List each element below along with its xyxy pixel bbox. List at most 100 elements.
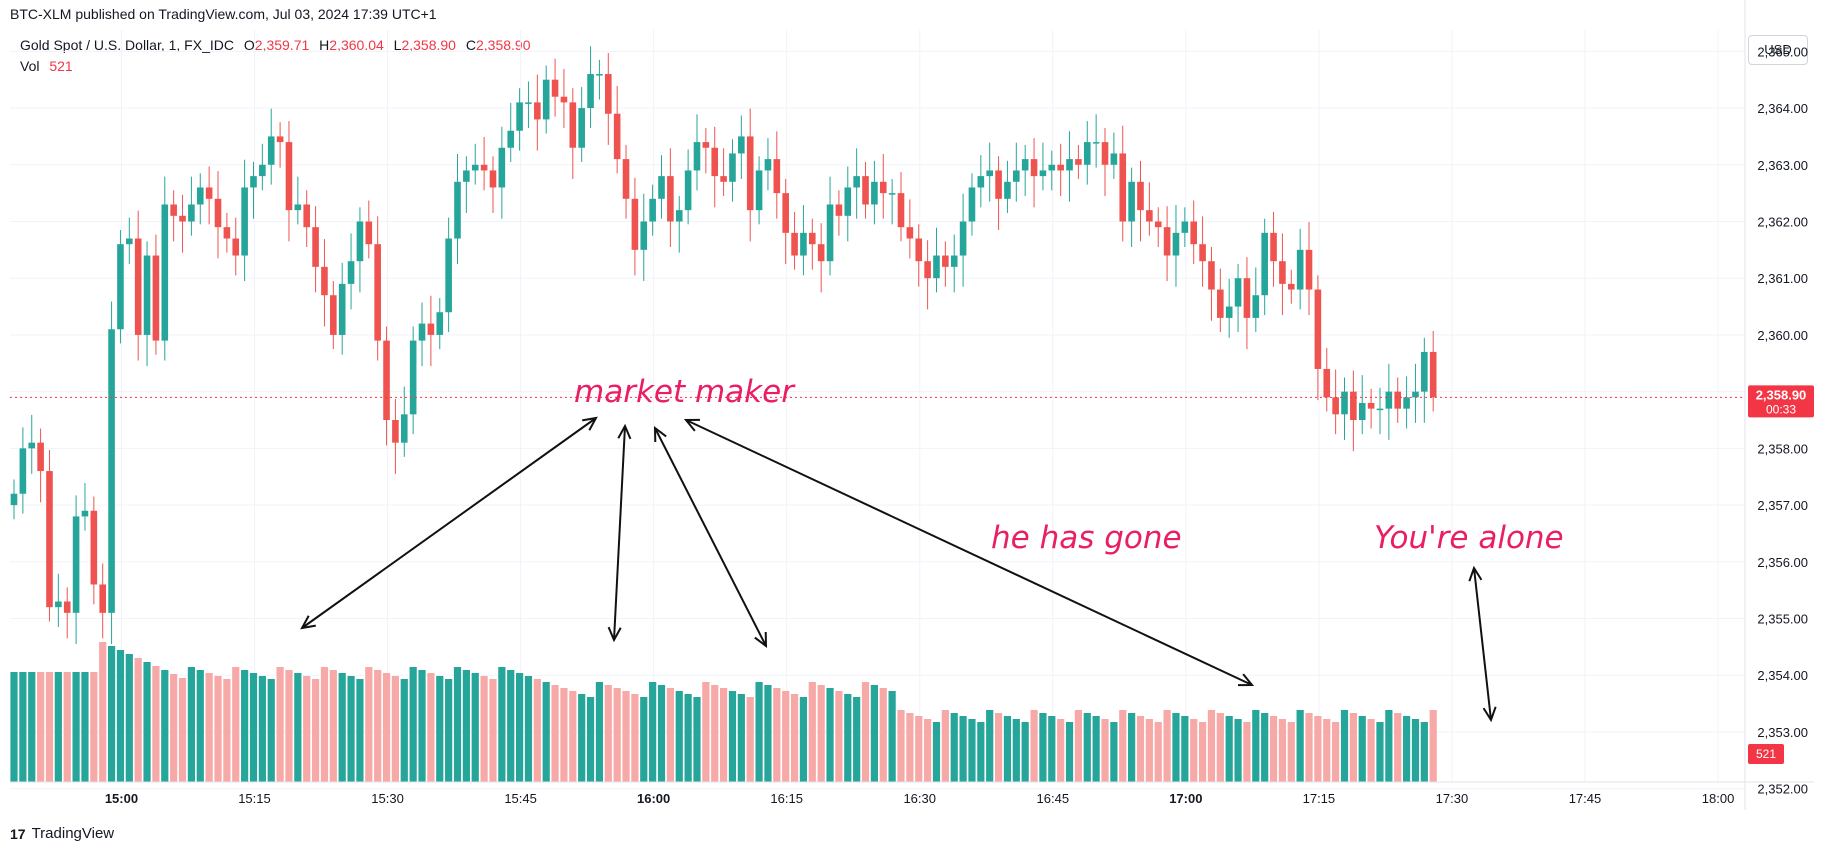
volume-bar (81, 672, 89, 782)
candle-body (968, 187, 976, 222)
volume-bar (932, 722, 941, 782)
volume-bar (152, 666, 160, 782)
volume-bar (1207, 710, 1216, 782)
time-tick-label: 16:45 (1037, 791, 1070, 806)
volume-bar (1252, 710, 1260, 782)
volume-bar (391, 676, 400, 782)
arrow-mm-right-head (653, 425, 667, 443)
candle-body (1234, 278, 1242, 307)
price-tick-label: 2,362.00 (1757, 214, 1808, 229)
volume-bar (400, 679, 408, 782)
candle-body (170, 204, 177, 216)
volume-bar (19, 672, 27, 782)
volume-bar (1119, 710, 1127, 782)
volume-bar (267, 679, 275, 782)
time-tick-label: 18:00 (1702, 791, 1735, 806)
candle-body (19, 448, 27, 494)
volume-bar (764, 685, 772, 782)
candle-body (1208, 261, 1215, 290)
arrow-mm-left-head (582, 416, 598, 431)
volume-bar (1323, 719, 1331, 782)
candle-body (480, 164, 488, 171)
candle-body (1429, 351, 1437, 398)
candle-body (28, 442, 36, 449)
candle-body (897, 193, 905, 228)
volume-bar (1057, 719, 1065, 782)
price-tick-label: 2,357.00 (1757, 498, 1808, 513)
volume-bar (817, 685, 825, 782)
volume-bar (755, 682, 763, 782)
volume-bar (338, 673, 346, 782)
high-label: H (319, 37, 330, 53)
volume-bar (90, 672, 98, 782)
candle-body (259, 164, 266, 177)
volume-bar (551, 685, 559, 782)
symbol-name[interactable]: Gold Spot / U.S. Dollar, 1, FX_IDC (20, 37, 234, 53)
time-axis: 15:00 15:15 15:30 15:45 16:00 16:15 16:30 16:45… (105, 791, 1734, 806)
tradingview-footer[interactable]: 17 TradingView (10, 825, 114, 842)
volume-bar (1012, 719, 1020, 782)
candle-body (1163, 227, 1171, 256)
candle-body (427, 323, 435, 335)
volume-bar (294, 673, 302, 782)
candle-body (267, 136, 275, 165)
candle-body (871, 181, 878, 205)
currency-button[interactable]: USD (1748, 35, 1808, 65)
volume-bar (28, 672, 36, 782)
volume-bar (657, 685, 666, 782)
volume-bar (835, 691, 843, 782)
candle-body (81, 510, 89, 517)
volume-bar (773, 688, 781, 782)
candle-body (773, 159, 781, 194)
candle-body (489, 170, 497, 188)
candle-body (924, 261, 931, 279)
volume-bar (10, 672, 18, 782)
volume-bar (1305, 713, 1313, 782)
volume-bar (1376, 722, 1384, 782)
volume-bar (853, 697, 861, 782)
volume-bar (666, 688, 674, 782)
volume-bar (711, 685, 719, 782)
candle-body (241, 187, 248, 256)
volume-bar (1367, 719, 1375, 782)
candle-body (374, 244, 381, 341)
time-tick-label: 17:00 (1169, 791, 1202, 806)
candle-body (285, 142, 293, 211)
volume-bar (99, 642, 107, 782)
candle-body (862, 176, 869, 205)
publisher-line: BTC-XLM published on TradingView.com, Ju… (10, 6, 437, 22)
candle-body (613, 113, 621, 160)
candle-body (835, 204, 843, 216)
candle-body (1199, 244, 1206, 262)
candle-body (525, 102, 532, 104)
candle-body (134, 238, 142, 335)
volume-bars (10, 642, 1437, 782)
volume-bar (258, 676, 266, 782)
volume-bar (950, 713, 958, 782)
volume-bar (365, 667, 373, 782)
price-tick-label: 2,354.00 (1757, 668, 1808, 683)
volume-bar (1394, 713, 1402, 782)
candle-body (338, 283, 346, 335)
candle-body (108, 329, 115, 613)
arrow-alone (1473, 567, 1492, 721)
time-tick-label: 17:45 (1569, 791, 1602, 806)
volume-label[interactable]: Vol (20, 58, 40, 74)
volume-bar (941, 710, 949, 782)
candle-body (1225, 306, 1233, 318)
candle-body (409, 340, 417, 415)
volume-bar (924, 719, 932, 782)
time-tick-label: 15:45 (504, 791, 537, 806)
volume-bar (1163, 710, 1171, 782)
volume-bar (196, 670, 204, 782)
candle-body (454, 181, 461, 239)
low-value: 2,358.90 (401, 37, 456, 53)
volume-bar (453, 667, 462, 782)
volume-bar (1243, 722, 1251, 782)
candle-body (347, 261, 355, 284)
volume-bar (613, 688, 621, 782)
price-tick-label: 2,360.00 (1757, 328, 1808, 343)
volume-bar (276, 667, 284, 782)
volume-bar (427, 673, 435, 782)
